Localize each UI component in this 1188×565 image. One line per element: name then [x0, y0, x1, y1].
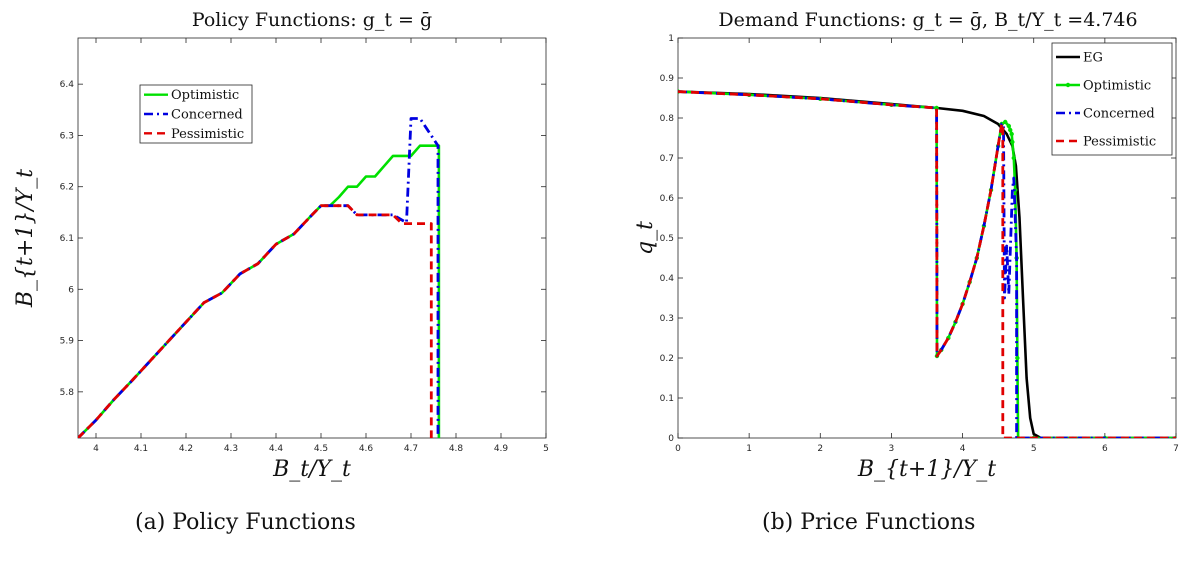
y-tick-label: 0.8	[660, 114, 675, 124]
y-tick-label: 0.2	[660, 354, 674, 364]
y-tick-label: 0.6	[660, 194, 675, 204]
x-tick-label: 4.8	[449, 444, 464, 454]
x-tick-label: 4.6	[359, 444, 374, 454]
y-tick-label: 0.3	[660, 314, 674, 324]
y-tick-label: 1	[668, 34, 674, 44]
x-tick-label: 4.5	[314, 444, 328, 454]
legend-label: Concerned	[171, 108, 243, 123]
x-tick-label: 6	[1102, 444, 1108, 454]
series-line-pessimistic	[78, 204, 433, 438]
y-tick-label: 5.8	[60, 388, 75, 398]
chart-title: Policy Functions: g_t = ḡ	[192, 9, 432, 31]
x-axis-label: B_t/Y_t	[272, 457, 351, 482]
caption-price-functions: (b) Price Functions	[762, 510, 976, 535]
y-tick-label: 0.4	[660, 274, 675, 284]
legend-label: Concerned	[1083, 107, 1155, 122]
x-tick-label: 7	[1173, 444, 1179, 454]
y-axis-label: q_t	[633, 221, 658, 255]
x-tick-label: 4.7	[404, 444, 418, 454]
y-tick-label: 0	[668, 434, 674, 444]
legend-label: Pessimistic	[1083, 135, 1156, 150]
y-tick-label: 6.3	[60, 131, 74, 141]
legend-label: Pessimistic	[171, 127, 244, 142]
x-tick-label: 0	[675, 444, 681, 454]
series-group	[678, 89, 1176, 438]
x-tick-label: 4.2	[179, 444, 193, 454]
series-point-optimistic	[1003, 119, 1008, 125]
y-tick-label: 0.9	[660, 74, 675, 84]
caption-policy-functions: (a) Policy Functions	[135, 510, 356, 535]
x-tick-label: 5	[543, 444, 549, 454]
legend-label: Optimistic	[1083, 79, 1151, 94]
series-point-optimistic	[1010, 139, 1015, 145]
y-tick-label: 6	[68, 285, 74, 295]
series-line-pessimistic	[678, 90, 1176, 438]
x-tick-label: 4.9	[494, 444, 509, 454]
demand-functions-panel: 0 1 2 3 4 5 6 7 0 0.1 0.2 0.3 0.4 0.5 0.6 0.7 0.8 0.9 1 EG O…	[633, 9, 1179, 482]
y-tick-label: 0.1	[660, 394, 674, 404]
y-tick-label: 0.7	[660, 154, 674, 164]
x-tick-label: 1	[746, 444, 752, 454]
y-axis-label: B_{t+1}/Y_t	[13, 169, 38, 308]
x-tick-label: 4.4	[269, 444, 284, 454]
chart-title: Demand Functions: g_t = ḡ, B_t/Y_t =4.74…	[718, 9, 1137, 31]
y-tick-label: 5.9	[60, 337, 75, 347]
policy-functions-panel: 4 4.1 4.2 4.3 4.4 4.5 4.6 4.7 4.8 4.9 5 5.8 5.9 6 6.1 6…	[13, 9, 549, 482]
legend-box	[1051, 42, 1173, 156]
y-tick-label: 0.5	[660, 234, 674, 244]
y-tick-label: 6.2	[60, 183, 74, 193]
x-tick-label: 4.1	[134, 444, 148, 454]
y-tick-label: 6.1	[60, 234, 74, 244]
x-tick-label: 4.3	[224, 444, 238, 454]
legend-label: EG	[1083, 51, 1103, 66]
x-tick-label: 4	[93, 444, 99, 454]
x-tick-label: 5	[1031, 444, 1037, 454]
series-point-optimistic	[1011, 155, 1016, 161]
legend-label: Optimistic	[171, 88, 239, 103]
legend-marker	[1065, 82, 1071, 88]
series-point-optimistic	[1015, 355, 1020, 361]
y-tick-label: 6.4	[60, 80, 75, 90]
x-tick-label: 3	[889, 444, 895, 454]
series-point-optimistic	[1006, 123, 1012, 129]
x-axis-label: B_{t+1}/Y_t	[857, 457, 996, 482]
series-point-optimistic	[1009, 131, 1014, 137]
series-group	[78, 117, 441, 438]
x-tick-label: 2	[817, 444, 823, 454]
series-point-optimistic	[1008, 127, 1013, 133]
x-tick-label: 4	[960, 444, 966, 454]
